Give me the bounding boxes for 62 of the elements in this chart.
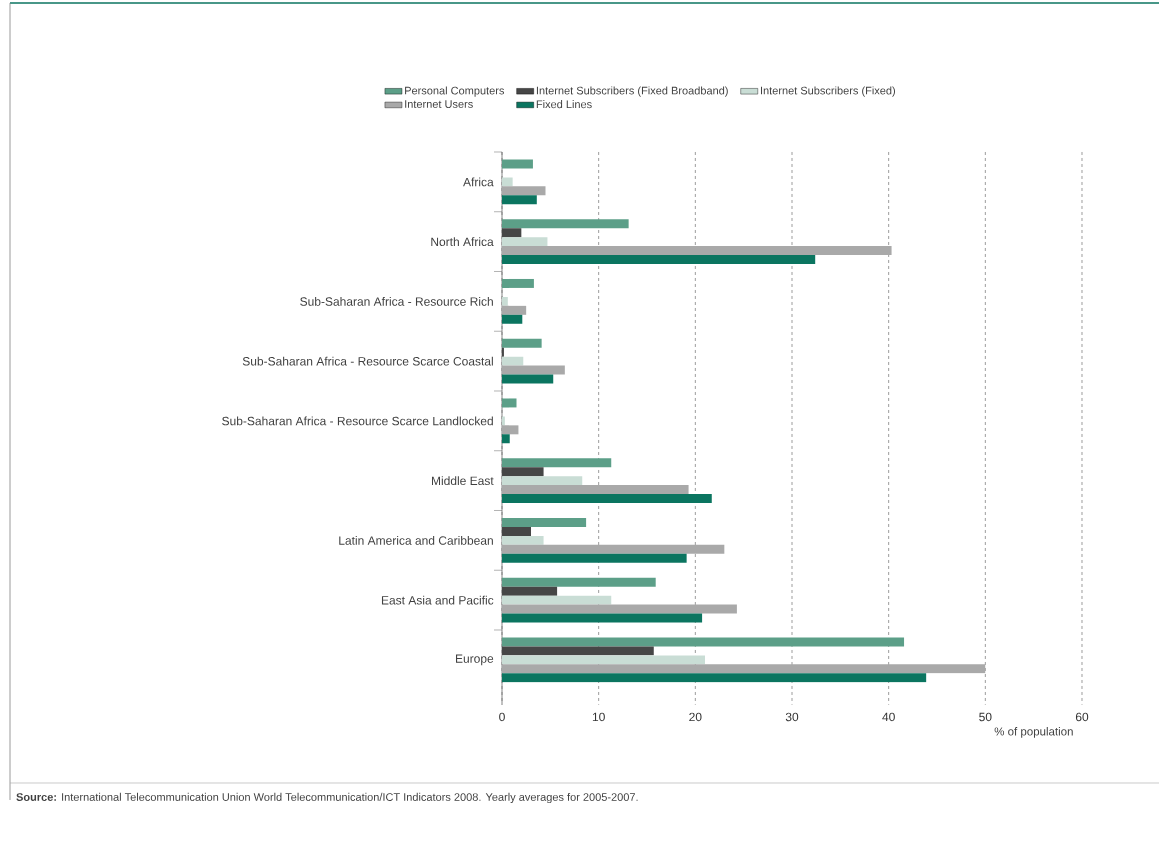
bar	[502, 494, 712, 504]
bar	[502, 255, 816, 265]
bar	[502, 159, 533, 169]
x-tick-label: 0	[499, 712, 505, 722]
x-tick-label: 20	[689, 712, 702, 722]
x-tick-label: 10	[592, 712, 605, 722]
bar	[502, 577, 656, 587]
x-tick-label: 40	[882, 712, 895, 722]
legend-label: Fixed Lines	[536, 100, 592, 109]
legend-label: Internet Subscribers (Fixed)	[761, 86, 895, 97]
bar	[502, 398, 517, 408]
bar	[502, 195, 537, 205]
bar	[502, 637, 905, 647]
bar	[502, 434, 510, 444]
bar	[502, 467, 544, 477]
bar	[502, 219, 629, 229]
y-tick-label: East Asia and Pacific	[381, 595, 494, 605]
bar	[502, 374, 554, 384]
legend-label: Internet Users	[405, 100, 473, 108]
y-tick-label: Europe	[456, 654, 494, 666]
bar	[502, 476, 583, 486]
bar	[502, 517, 587, 527]
legend-label: Personal Computers	[405, 86, 505, 97]
y-tick-label: Middle East	[432, 476, 494, 486]
y-tick-label: Sub-Saharan Africa - Resource Scarce Landlocked	[222, 416, 493, 426]
bar	[502, 278, 534, 288]
bar	[502, 458, 612, 468]
bar	[502, 595, 612, 605]
bar	[502, 526, 531, 536]
x-tick-label: 60	[1075, 712, 1089, 722]
x-tick-label: 30	[785, 712, 799, 722]
bar	[502, 485, 689, 495]
bar	[502, 604, 737, 614]
bar	[502, 646, 654, 656]
bar	[502, 586, 558, 596]
bar	[502, 356, 524, 366]
bar	[502, 535, 544, 545]
bar	[502, 673, 927, 683]
y-tick-label: North Africa	[431, 237, 494, 247]
bar	[502, 237, 548, 247]
y-tick-label: Sub-Saharan Africa - Resource Rich	[300, 296, 493, 306]
bar	[502, 338, 542, 348]
bar	[502, 365, 565, 375]
bar	[502, 613, 703, 623]
x-axis-title: % of population	[994, 727, 1073, 738]
bar	[502, 246, 892, 256]
bar	[502, 553, 687, 563]
bar	[502, 305, 527, 315]
y-tick-label: Latin America and Caribbean	[339, 535, 493, 545]
legend-label: Internet Subscribers (Fixed Broadband)	[536, 86, 728, 97]
bar	[502, 664, 986, 674]
bar	[502, 544, 725, 554]
bar	[502, 186, 546, 196]
bar	[502, 314, 523, 324]
bar	[502, 177, 513, 187]
bar	[502, 655, 705, 665]
bar	[502, 425, 519, 435]
y-tick-label: Africa	[463, 177, 494, 187]
bar	[502, 228, 522, 238]
x-tick-label: 50	[979, 712, 992, 722]
y-tick-label: Sub-Saharan Africa - Resource Scarce Coastal	[242, 356, 493, 366]
text: Source: International Telecommunication Union World Telecommunication/ICT Indicators 2008. Yearly averages for 2005-2007.	[16, 792, 638, 804]
